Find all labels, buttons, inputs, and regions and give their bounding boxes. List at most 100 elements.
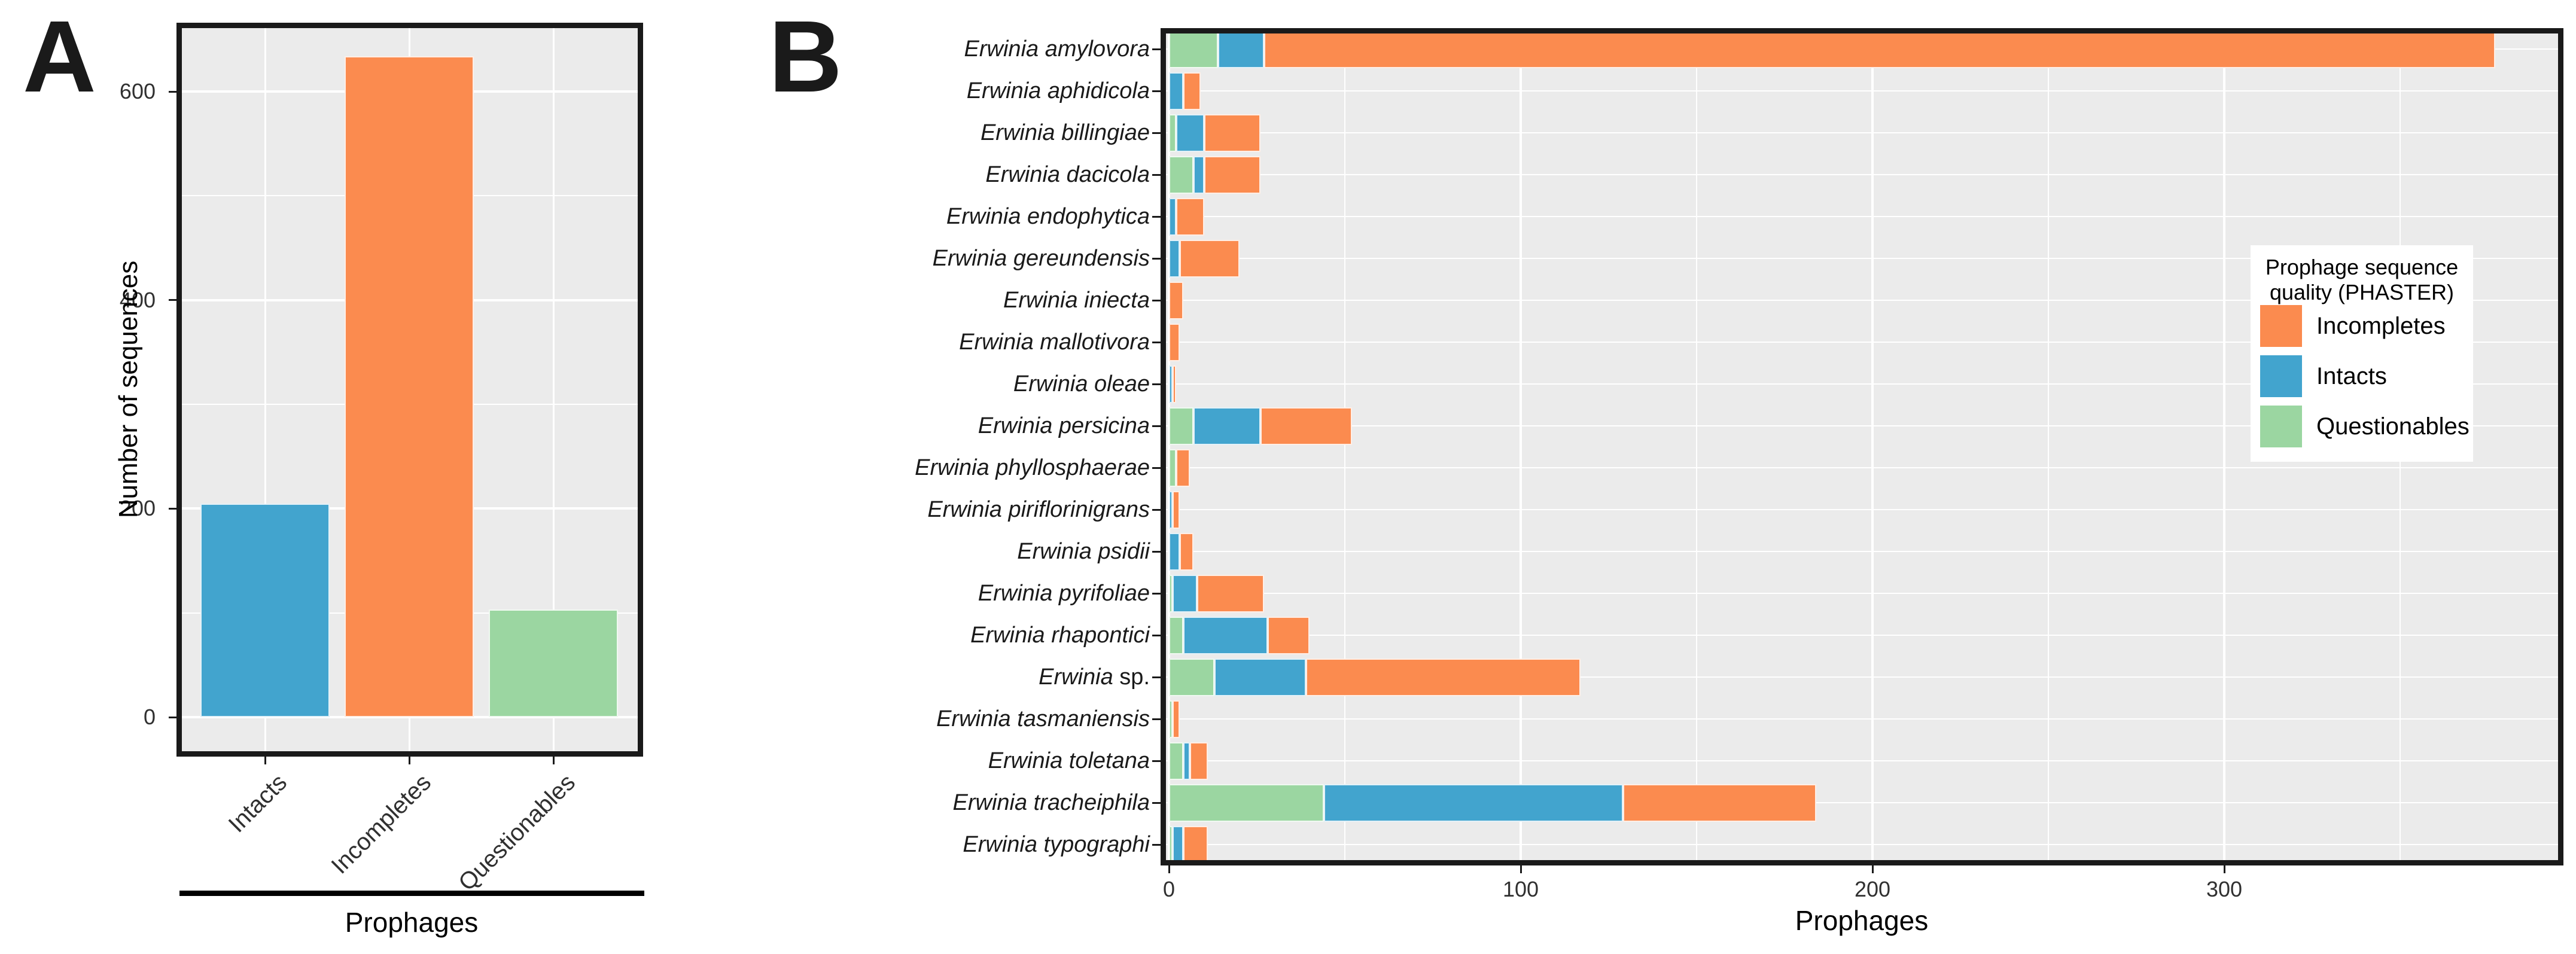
y-tick-mark <box>1152 634 1161 636</box>
species-label: Erwinia typographi <box>963 832 1150 857</box>
gridline-category <box>1161 676 2563 678</box>
y-tick-mark <box>1152 592 1161 595</box>
x-tick-mark <box>552 757 555 764</box>
x-tick-mark <box>264 757 266 764</box>
panel-b-x-axis-title: Prophages <box>1795 905 1929 936</box>
bar-segment <box>1190 742 1208 780</box>
bar-segment <box>1172 490 1180 529</box>
gridline-minor <box>1696 28 1697 865</box>
gridline-category <box>1161 593 2563 594</box>
gridline-category <box>1161 718 2563 720</box>
legend-swatch <box>2260 305 2302 347</box>
x-category-label: Questionables <box>453 769 581 896</box>
bar-segment <box>1172 700 1180 738</box>
species-label: Erwinia phyllosphaerae <box>915 455 1150 480</box>
bar-segment <box>1179 239 1240 278</box>
x-tick-label: 100 <box>1502 877 1539 901</box>
species-label: Erwinia rhapontici <box>970 623 1150 648</box>
x-tick-label: 200 <box>1854 877 1891 901</box>
legend-title: Prophage sequence quality (PHASTER) <box>2265 255 2459 304</box>
bar-segment <box>1169 114 1176 152</box>
species-label: Erwinia tasmaniensis <box>936 706 1150 731</box>
x-category-label: Incompletes <box>326 769 437 879</box>
gridline-category <box>1161 342 2563 343</box>
gridline-category <box>1161 509 2563 510</box>
bar-segment <box>1169 323 1180 361</box>
species-label: Erwinia piriflorinigrans <box>927 497 1150 522</box>
gridline-major <box>2223 28 2225 865</box>
gridline-category <box>1161 383 2563 385</box>
panel-a-y-axis-title: Number of sequences <box>114 260 143 519</box>
bar-segment <box>1197 574 1264 612</box>
species-label: Erwinia dacicola <box>985 162 1150 187</box>
species-label: Erwinia sp. <box>1039 665 1150 690</box>
bar-segment <box>1169 700 1173 738</box>
y-tick-mark <box>1152 801 1161 804</box>
x-tick-mark <box>1168 865 1170 873</box>
bar-segment <box>1172 365 1176 403</box>
y-tick-mark <box>1152 676 1161 678</box>
gridline-category <box>1161 90 2563 92</box>
gridline-minor <box>2048 28 2049 865</box>
gridline-category <box>1161 132 2563 133</box>
y-tick-mark <box>1152 257 1161 260</box>
bar-segment <box>1169 532 1180 571</box>
legend-swatch <box>2260 406 2302 447</box>
panel-a-x-axis-underline <box>179 891 644 896</box>
gridline-category <box>1161 551 2563 552</box>
bar-segment <box>1183 825 1208 864</box>
bar-segment <box>1169 490 1173 529</box>
y-tick-mark <box>1152 843 1161 846</box>
gridline-major <box>1168 28 1170 865</box>
y-tick-mark <box>169 716 176 718</box>
gridline-category <box>1161 844 2563 845</box>
y-tick-mark <box>1152 467 1161 469</box>
gridline-category <box>1161 174 2563 175</box>
panel-b-letter: B <box>769 0 842 114</box>
species-label: Erwinia pyrifoliae <box>978 581 1150 606</box>
bar-segment <box>1169 658 1215 696</box>
gridline-major <box>1520 28 1522 865</box>
bar <box>345 56 474 717</box>
y-tick-mark <box>169 299 176 301</box>
y-tick-mark <box>1152 90 1161 92</box>
bar <box>489 609 618 717</box>
species-label: Erwinia iniecta <box>1003 288 1150 313</box>
gridline-category <box>1161 802 2563 803</box>
y-tick-mark <box>1152 425 1161 427</box>
y-tick-mark <box>1152 550 1161 553</box>
y-tick-mark <box>169 90 176 93</box>
gridline-category <box>1161 216 2563 217</box>
x-tick-label: 300 <box>2206 877 2243 901</box>
legend-swatch <box>2260 355 2302 397</box>
y-tick-mark <box>1152 48 1161 50</box>
bar-segment <box>1204 156 1260 194</box>
x-tick-mark <box>2223 865 2225 873</box>
y-tick-mark <box>1152 299 1161 301</box>
y-tick-mark <box>1152 173 1161 176</box>
bar-segment <box>1306 658 1581 696</box>
bar-segment <box>1169 407 1194 445</box>
gridline-category <box>1161 467 2563 468</box>
panel-a-letter: A <box>23 0 96 114</box>
species-label: Erwinia toletana <box>988 748 1150 773</box>
bar-segment <box>1179 532 1194 571</box>
species-label: Erwinia billingiae <box>980 120 1150 145</box>
species-label: Erwinia gereundensis <box>932 246 1150 271</box>
bar-segment <box>1214 658 1307 696</box>
species-label: Erwinia amylovora <box>964 36 1150 62</box>
bar-segment <box>1176 197 1204 236</box>
x-tick-mark <box>1520 865 1522 873</box>
bar-segment <box>1169 365 1173 403</box>
bar-segment <box>1169 281 1183 319</box>
gridline-category <box>1161 760 2563 761</box>
legend-entry-label: Incompletes <box>2316 313 2446 339</box>
bar-segment <box>1169 784 1324 822</box>
bar-segment <box>1218 30 1264 68</box>
y-tick-label: 0 <box>143 705 156 729</box>
bar-segment <box>1176 114 1204 152</box>
gridline-category <box>1161 635 2563 636</box>
legend-entry-label: Intacts <box>2316 363 2387 389</box>
bar-segment <box>1169 449 1176 487</box>
gridline-major <box>1871 28 1874 865</box>
